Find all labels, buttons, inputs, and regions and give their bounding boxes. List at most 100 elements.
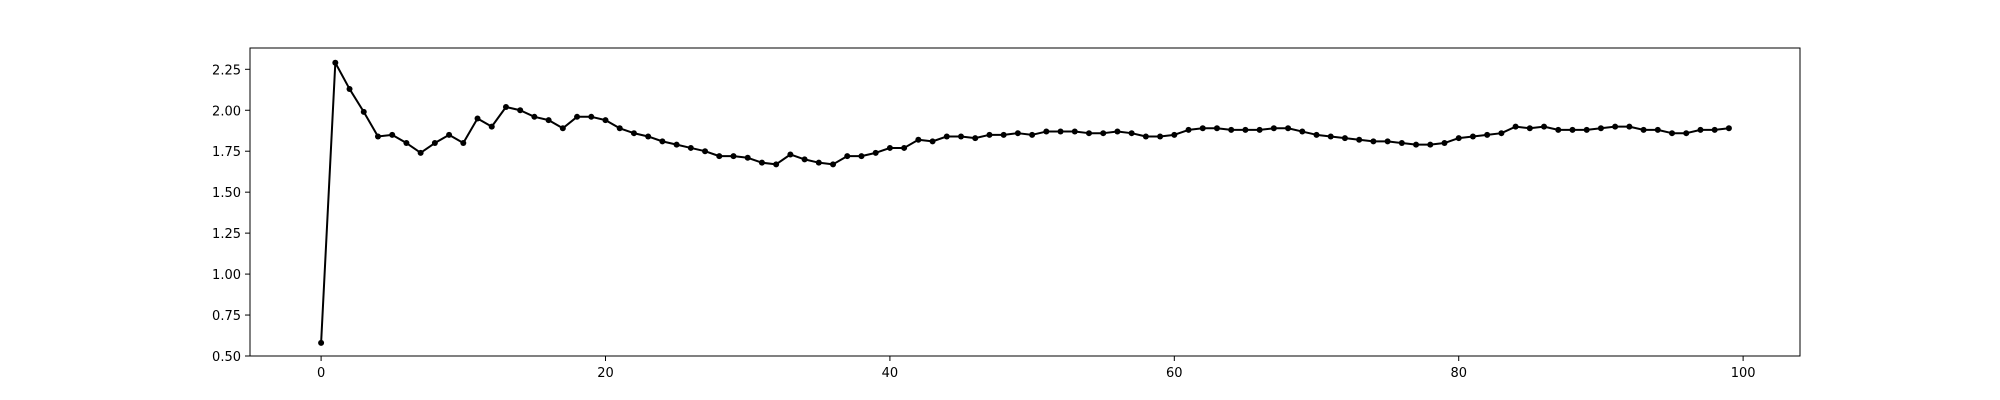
data-point	[1725, 125, 1732, 132]
x-tick-label: 20	[597, 366, 614, 381]
data-point	[1512, 123, 1519, 130]
data-point	[616, 125, 623, 132]
data-point	[858, 153, 865, 160]
data-point	[488, 123, 495, 130]
data-point	[588, 113, 595, 120]
data-point	[1583, 126, 1590, 133]
data-point	[1569, 126, 1576, 133]
data-point	[972, 135, 979, 142]
data-point	[374, 133, 381, 140]
data-point	[872, 149, 879, 156]
plot-area	[250, 48, 1800, 356]
data-point	[1256, 126, 1263, 133]
data-point	[559, 125, 566, 132]
data-point	[773, 161, 780, 168]
data-point	[630, 130, 637, 137]
data-point	[1327, 133, 1334, 140]
x-axis: 0 20 40 60 80 100	[317, 356, 1756, 381]
x-tick-label: 40	[882, 366, 899, 381]
data-point	[886, 144, 893, 151]
data-point	[1612, 123, 1619, 130]
data-point	[389, 131, 396, 138]
data-point	[446, 131, 453, 138]
data-point	[1413, 141, 1420, 148]
data-point	[1427, 141, 1434, 148]
data-point	[1654, 126, 1661, 133]
y-tick-label: 1.50	[212, 186, 241, 201]
data-point	[1128, 130, 1135, 137]
data-point	[1185, 126, 1192, 133]
data-point	[758, 159, 765, 166]
data-point	[986, 131, 993, 138]
data-point	[730, 153, 737, 160]
series-markers	[318, 59, 1732, 346]
data-point	[929, 138, 936, 145]
data-point	[1157, 133, 1164, 140]
data-point	[1711, 126, 1718, 133]
data-point	[830, 161, 837, 168]
data-point	[1242, 126, 1249, 133]
data-point	[815, 159, 822, 166]
data-point	[1469, 133, 1476, 140]
data-point	[1114, 128, 1121, 135]
data-point	[1142, 133, 1149, 140]
data-point	[1356, 136, 1363, 143]
x-tick-label: 60	[1166, 366, 1183, 381]
y-tick-label: 2.00	[212, 104, 241, 119]
x-tick-label: 80	[1450, 366, 1467, 381]
data-point	[844, 153, 851, 160]
data-point	[474, 115, 481, 122]
data-point	[744, 154, 751, 161]
y-tick-label: 0.50	[212, 350, 241, 365]
data-point	[574, 113, 581, 120]
data-point	[403, 140, 410, 147]
data-point	[1526, 125, 1533, 132]
data-point	[431, 140, 438, 147]
data-point	[1455, 135, 1462, 142]
data-point	[1384, 138, 1391, 145]
data-point	[673, 141, 680, 148]
data-point	[1285, 125, 1292, 132]
data-point	[1043, 128, 1050, 135]
data-point	[801, 156, 808, 163]
data-point	[1100, 130, 1107, 137]
data-point	[1000, 131, 1007, 138]
y-tick-label: 1.00	[212, 268, 241, 283]
y-tick-label: 1.25	[212, 227, 241, 242]
data-point	[460, 140, 467, 147]
data-point	[1213, 125, 1220, 132]
data-point	[517, 107, 524, 114]
data-point	[1441, 140, 1448, 147]
data-point	[1597, 125, 1604, 132]
data-point	[787, 151, 794, 158]
y-tick-label: 2.25	[212, 63, 241, 78]
data-point	[1626, 123, 1633, 130]
data-point	[1014, 130, 1021, 137]
data-point	[1171, 131, 1178, 138]
data-point	[360, 108, 367, 115]
y-tick-label: 1.75	[212, 145, 241, 160]
data-point	[1029, 131, 1036, 138]
data-point	[645, 133, 652, 140]
data-point	[1085, 130, 1092, 137]
data-point	[417, 149, 424, 156]
data-point	[915, 136, 922, 143]
data-point	[502, 103, 509, 110]
data-point	[958, 133, 965, 140]
data-point	[1541, 123, 1548, 130]
data-point	[1341, 135, 1348, 142]
data-point	[545, 117, 552, 124]
data-point	[346, 85, 353, 92]
x-tick-label: 0	[317, 366, 325, 381]
y-axis: 0.50 0.75 1.00 1.25 1.50 1.75 2.00 2.25	[212, 63, 250, 365]
x-tick-label: 100	[1731, 366, 1756, 381]
data-point	[1199, 125, 1206, 132]
data-point	[318, 339, 325, 346]
data-point	[1669, 130, 1676, 137]
series-line	[320, 61, 1730, 343]
plot-frame	[249, 47, 1801, 357]
data-point	[332, 59, 339, 66]
data-point	[1697, 126, 1704, 133]
data-point	[716, 153, 723, 160]
